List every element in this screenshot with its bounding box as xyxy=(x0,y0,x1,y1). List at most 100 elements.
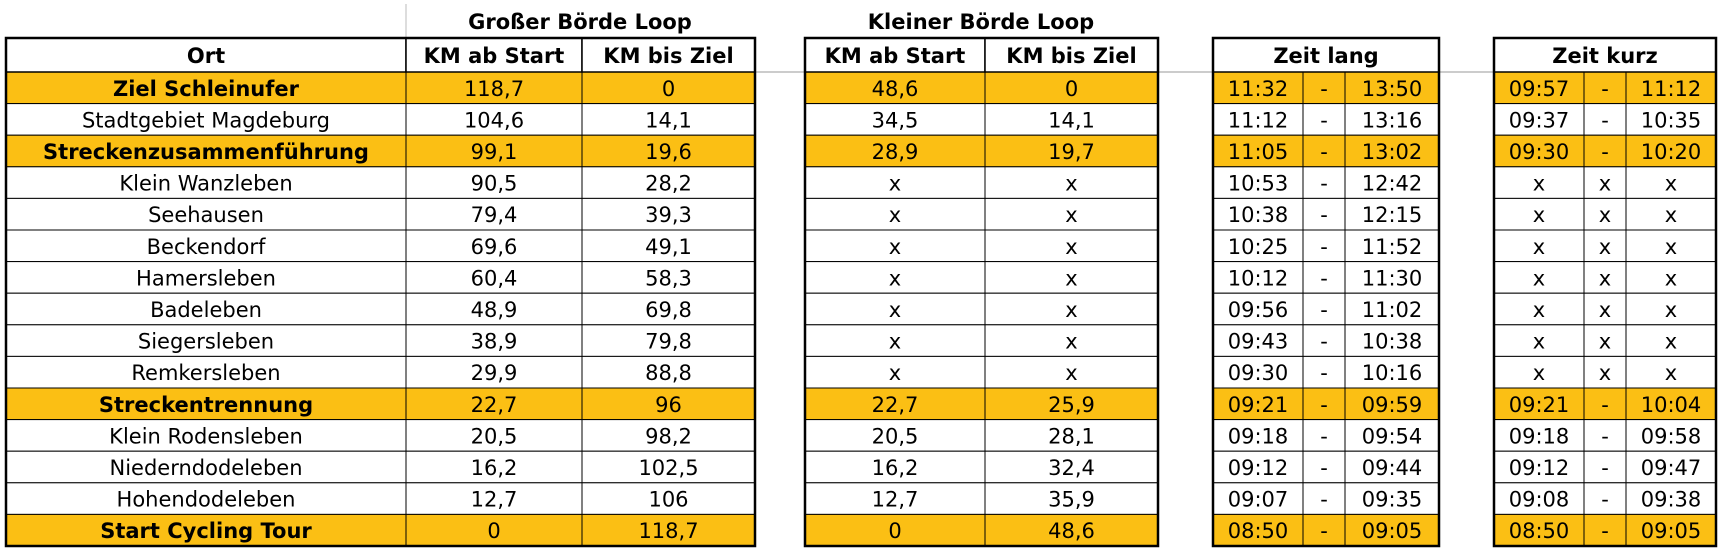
group-title: Großer Börde Loop xyxy=(468,10,692,34)
cell xyxy=(984,166,1159,199)
cell-value: x xyxy=(1599,361,1611,385)
cell-value: - xyxy=(1601,393,1609,417)
cell xyxy=(405,197,583,231)
column-header: Zeit kurz xyxy=(1552,44,1658,68)
cell-value: 14,1 xyxy=(645,108,692,132)
cell-value: 0 xyxy=(662,77,675,101)
cell-value: x xyxy=(1665,203,1677,227)
cell-value: - xyxy=(1601,488,1609,512)
cell xyxy=(5,355,407,389)
place-name: Siegersleben xyxy=(138,330,274,354)
cell xyxy=(581,261,756,294)
cell-value: 99,1 xyxy=(471,140,518,164)
header-cell xyxy=(405,37,583,73)
cell-value: 12:42 xyxy=(1362,172,1423,196)
cell-value: 10:25 xyxy=(1228,235,1289,259)
cell xyxy=(1344,229,1440,263)
place-name: Seehausen xyxy=(148,203,264,227)
cell-value: 09:12 xyxy=(1509,456,1570,480)
place-name: Start Cycling Tour xyxy=(100,519,312,543)
cell-value: 08:50 xyxy=(1509,519,1570,543)
cell xyxy=(1212,197,1304,231)
cell-value: x xyxy=(1665,330,1677,354)
cell-value: x xyxy=(1065,266,1077,290)
cell-value: 09:30 xyxy=(1228,361,1289,385)
cell-value: 09:56 xyxy=(1228,298,1289,322)
cell xyxy=(1625,482,1717,515)
column-header: KM bis Ziel xyxy=(603,44,733,68)
cell-value: x xyxy=(1533,203,1545,227)
cell xyxy=(581,292,756,326)
cell-value: x xyxy=(1599,266,1611,290)
cell xyxy=(1625,134,1717,168)
cell-value: x xyxy=(1065,330,1077,354)
cell-value: 69,6 xyxy=(471,235,518,259)
header-cell xyxy=(1493,37,1717,73)
column-header: KM ab Start xyxy=(424,44,565,68)
cell xyxy=(1344,134,1440,168)
cell-value: 39,3 xyxy=(645,203,692,227)
cell xyxy=(1344,419,1440,452)
cell-value: 10:38 xyxy=(1362,330,1423,354)
cell-value: 12:15 xyxy=(1362,203,1423,227)
cell-value: 09:44 xyxy=(1362,456,1423,480)
cell-value: 0 xyxy=(888,519,901,543)
cell-value: x xyxy=(1065,361,1077,385)
cell xyxy=(1302,513,1346,547)
cell-value: x xyxy=(889,361,901,385)
cell-value: 10:04 xyxy=(1641,393,1702,417)
cell xyxy=(984,134,1159,168)
place-name: Klein Wanzleben xyxy=(119,172,292,196)
cell-value: 16,2 xyxy=(872,456,919,480)
cell-value: x xyxy=(889,235,901,259)
cell-value: 16,2 xyxy=(471,456,518,480)
cell xyxy=(984,261,1159,294)
cell-value: x xyxy=(1599,330,1611,354)
cell-value: 09:21 xyxy=(1228,393,1289,417)
cell xyxy=(1493,197,1585,231)
cell-value: x xyxy=(1665,298,1677,322)
cell-value: 09:47 xyxy=(1641,456,1702,480)
cell xyxy=(1493,134,1585,168)
cell-value: 09:57 xyxy=(1509,77,1570,101)
cell xyxy=(5,292,407,326)
cell xyxy=(804,324,986,357)
place-name: Ziel Schleinufer xyxy=(113,77,300,101)
cell xyxy=(405,134,583,168)
cell-value: 25,9 xyxy=(1048,393,1095,417)
cell xyxy=(1493,166,1585,199)
cell xyxy=(5,103,407,136)
cell-value: x xyxy=(889,298,901,322)
cell xyxy=(984,513,1159,547)
cell xyxy=(1344,324,1440,357)
cell xyxy=(1583,513,1627,547)
cell-value: 22,7 xyxy=(872,393,919,417)
cell xyxy=(804,513,986,547)
cell-value: 29,9 xyxy=(471,361,518,385)
cell-value: 09:05 xyxy=(1362,519,1423,543)
cell-value: 10:12 xyxy=(1228,266,1289,290)
cell-value: - xyxy=(1320,393,1328,417)
cell-value: 19,6 xyxy=(645,140,692,164)
cell-value: x xyxy=(1065,235,1077,259)
cell-value: 32,4 xyxy=(1048,456,1095,480)
cell-value: - xyxy=(1320,266,1328,290)
cell-value: 11:52 xyxy=(1362,235,1423,259)
cell-value: 28,1 xyxy=(1048,424,1095,448)
cell-value: - xyxy=(1320,488,1328,512)
cell-value: 20,5 xyxy=(872,424,919,448)
cell xyxy=(405,355,583,389)
cell xyxy=(1302,387,1346,421)
cell-value: 10:16 xyxy=(1362,361,1423,385)
cell-value: 09:30 xyxy=(1509,140,1570,164)
cell xyxy=(1493,229,1585,263)
cell xyxy=(405,387,583,421)
cell-value: 58,3 xyxy=(645,266,692,290)
cell xyxy=(405,166,583,199)
cell-value: 88,8 xyxy=(645,361,692,385)
cell xyxy=(405,229,583,263)
place-name: Streckentrennung xyxy=(99,393,313,417)
cell xyxy=(581,482,756,515)
cell-value: x xyxy=(889,203,901,227)
